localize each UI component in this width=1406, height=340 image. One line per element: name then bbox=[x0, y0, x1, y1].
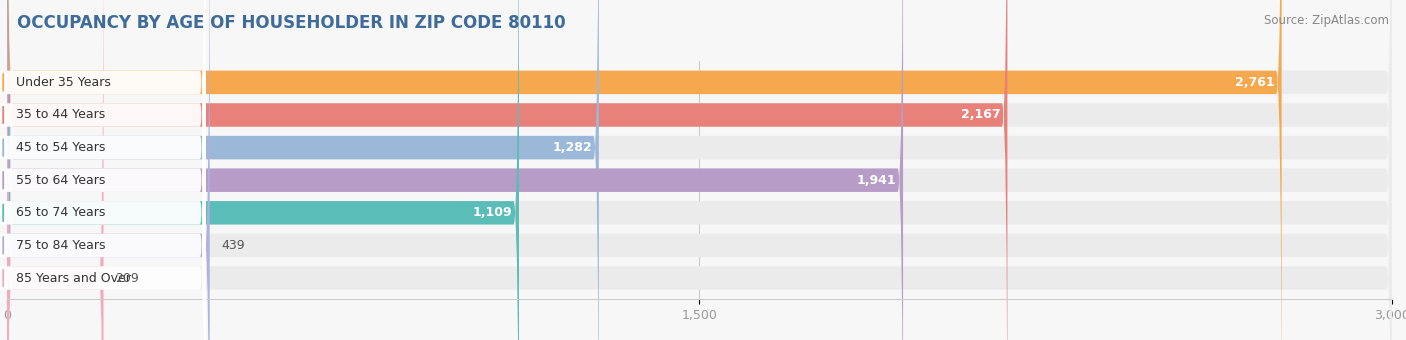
Text: 2,167: 2,167 bbox=[960, 108, 1001, 121]
FancyBboxPatch shape bbox=[0, 0, 205, 340]
FancyBboxPatch shape bbox=[0, 0, 205, 340]
FancyBboxPatch shape bbox=[7, 0, 1392, 340]
FancyBboxPatch shape bbox=[7, 0, 209, 340]
FancyBboxPatch shape bbox=[0, 0, 205, 340]
Text: 45 to 54 Years: 45 to 54 Years bbox=[17, 141, 105, 154]
Text: 439: 439 bbox=[221, 239, 245, 252]
FancyBboxPatch shape bbox=[7, 0, 1282, 340]
Text: 65 to 74 Years: 65 to 74 Years bbox=[17, 206, 105, 219]
Text: 1,109: 1,109 bbox=[472, 206, 512, 219]
FancyBboxPatch shape bbox=[7, 0, 903, 340]
Text: OCCUPANCY BY AGE OF HOUSEHOLDER IN ZIP CODE 80110: OCCUPANCY BY AGE OF HOUSEHOLDER IN ZIP C… bbox=[17, 14, 565, 32]
Text: 75 to 84 Years: 75 to 84 Years bbox=[17, 239, 105, 252]
FancyBboxPatch shape bbox=[0, 0, 205, 340]
Text: 55 to 64 Years: 55 to 64 Years bbox=[17, 174, 105, 187]
Text: 2,761: 2,761 bbox=[1234, 76, 1275, 89]
Text: 85 Years and Over: 85 Years and Over bbox=[17, 272, 131, 285]
FancyBboxPatch shape bbox=[0, 0, 205, 340]
FancyBboxPatch shape bbox=[0, 0, 205, 340]
FancyBboxPatch shape bbox=[0, 0, 205, 340]
Text: Source: ZipAtlas.com: Source: ZipAtlas.com bbox=[1264, 14, 1389, 27]
FancyBboxPatch shape bbox=[7, 0, 599, 340]
Text: 35 to 44 Years: 35 to 44 Years bbox=[17, 108, 105, 121]
FancyBboxPatch shape bbox=[7, 0, 104, 340]
FancyBboxPatch shape bbox=[7, 0, 1392, 340]
FancyBboxPatch shape bbox=[7, 0, 1392, 340]
FancyBboxPatch shape bbox=[7, 0, 519, 340]
Text: 1,282: 1,282 bbox=[553, 141, 592, 154]
FancyBboxPatch shape bbox=[7, 0, 1007, 340]
FancyBboxPatch shape bbox=[7, 0, 1392, 340]
FancyBboxPatch shape bbox=[7, 0, 1392, 340]
Text: 209: 209 bbox=[115, 272, 139, 285]
Text: 1,941: 1,941 bbox=[856, 174, 896, 187]
FancyBboxPatch shape bbox=[7, 0, 1392, 340]
Text: Under 35 Years: Under 35 Years bbox=[17, 76, 111, 89]
FancyBboxPatch shape bbox=[7, 0, 1392, 340]
